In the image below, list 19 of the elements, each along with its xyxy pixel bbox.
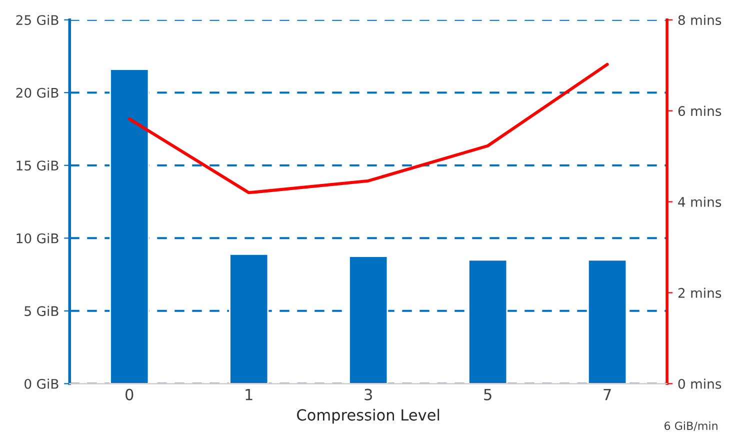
x-tick-label: 3	[364, 388, 372, 400]
y2-tick-label: 6 mins	[678, 106, 722, 116]
text: 6 GiB/min	[664, 421, 718, 431]
y-tick-label: 25 GiB	[16, 14, 58, 26]
x-tick-label: 7	[604, 389, 611, 400]
y-tick-label: 15 GiB	[16, 160, 58, 171]
y2-tick-label: 0 mins	[678, 378, 722, 389]
x-tick-label: 0	[126, 388, 134, 400]
y2-tick-label: 2 mins	[678, 288, 722, 298]
x-axis-title: Compression Level	[297, 408, 440, 424]
y-tick-label: 5 GiB	[24, 306, 58, 316]
y2-tick-label: 4 mins	[678, 196, 722, 207]
x-tick-label: 5	[484, 389, 492, 400]
y-tick-label: 0 GiB	[24, 378, 58, 389]
line-series	[128, 62, 609, 194]
x-tick-label: 1	[246, 389, 252, 400]
y-tick-label: 20 GiB	[16, 88, 58, 98]
y-tick-label: 10 GiB	[16, 233, 58, 244]
y2-tick-label: 8 mins	[678, 14, 722, 26]
